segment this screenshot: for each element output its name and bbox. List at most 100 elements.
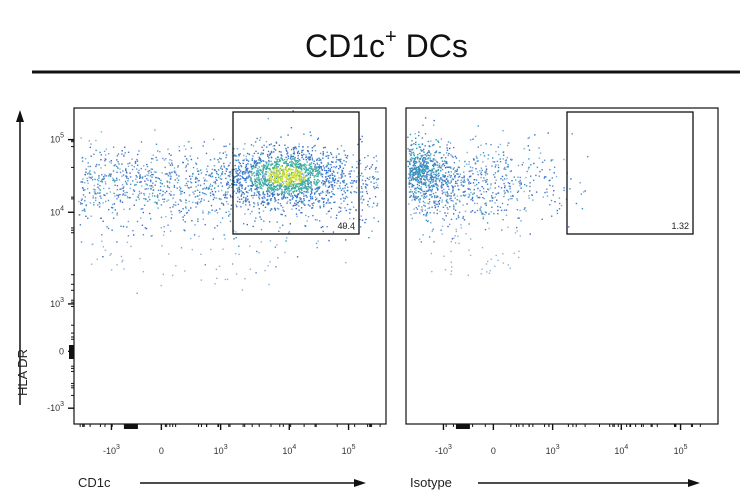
event-dot [190,237,192,240]
event-dot [411,191,414,193]
event-dot [408,186,411,188]
x-tick-label: 105 [342,444,356,456]
event-dot [294,176,296,178]
event-dot [468,183,470,185]
event-dot [271,163,273,165]
event-dot [429,155,431,157]
event-dot [302,201,304,203]
event-dot [239,162,241,165]
event-dot [296,160,298,162]
event-dot [132,189,135,191]
event-dot [166,181,168,183]
event-dot [411,159,413,161]
event-dot [424,164,426,167]
event-dot [270,163,272,165]
event-dot [327,155,329,157]
event-dot [162,234,165,236]
event-dot [449,142,452,144]
event-dot [261,196,263,199]
event-dot [245,179,247,181]
event-dot [176,187,178,189]
event-dot [422,160,425,162]
event-dot [419,182,421,184]
event-dot [275,185,278,187]
event-dot [412,192,415,195]
event-dot [315,184,317,186]
event-dot [220,189,223,192]
event-dot [428,207,431,209]
event-dot [507,226,509,228]
event-dot [297,174,299,176]
event-dot [435,174,438,177]
event-dot [315,167,317,170]
event-dot [249,245,251,247]
event-dot [441,192,444,195]
event-dot [247,198,249,200]
event-dot [219,221,222,224]
event-dot [225,168,227,170]
event-dot [89,173,91,175]
event-dot [433,124,435,126]
event-dot [314,164,316,166]
event-dot [283,195,285,197]
event-dot [462,215,465,218]
event-dot [455,170,458,172]
event-dot [285,240,287,242]
event-dot [312,214,314,217]
event-dot [306,196,308,198]
event-dot [492,192,494,194]
event-dot [453,146,455,149]
event-dot [311,207,314,209]
event-dot [109,175,111,177]
event-dot [277,180,280,182]
event-dot [211,209,213,211]
event-dot [121,163,123,165]
event-dot [127,180,129,182]
event-dot [194,196,197,198]
event-dot [447,202,449,204]
event-dot [316,159,318,161]
event-dot [418,143,420,146]
event-dot [506,166,508,168]
event-dot [497,259,499,262]
event-dot [292,184,294,186]
event-dot [538,157,541,159]
event-dot [322,226,324,228]
event-dot [229,143,231,145]
event-dot [80,181,82,183]
event-dot [449,147,451,150]
event-dot [528,195,530,197]
event-dot [186,211,189,214]
event-dot [337,180,340,182]
event-dot [122,193,125,195]
event-dot [159,189,162,191]
event-dot [258,196,260,198]
event-dot [329,177,331,179]
event-dot [374,196,377,198]
event-dot [259,139,261,141]
event-dot [340,207,342,209]
event-dot [318,180,321,182]
event-dot [117,161,119,163]
event-dot [325,166,327,168]
event-dot [411,173,413,176]
event-dot [338,206,341,208]
event-dot [456,195,459,197]
event-dot [434,206,437,208]
event-dot [220,165,223,167]
event-dot [290,148,293,151]
event-dot [178,175,180,177]
event-dot [287,163,289,165]
event-dot [263,183,266,185]
event-dot [95,197,97,199]
event-dot [449,166,452,168]
event-dot [305,194,307,197]
event-dot [221,202,223,204]
event-dot [453,167,455,169]
event-dot [245,181,247,183]
event-dot [353,228,355,230]
event-dot [290,173,293,175]
event-dot [275,142,278,144]
event-dot [435,173,437,176]
event-dot [127,197,129,199]
